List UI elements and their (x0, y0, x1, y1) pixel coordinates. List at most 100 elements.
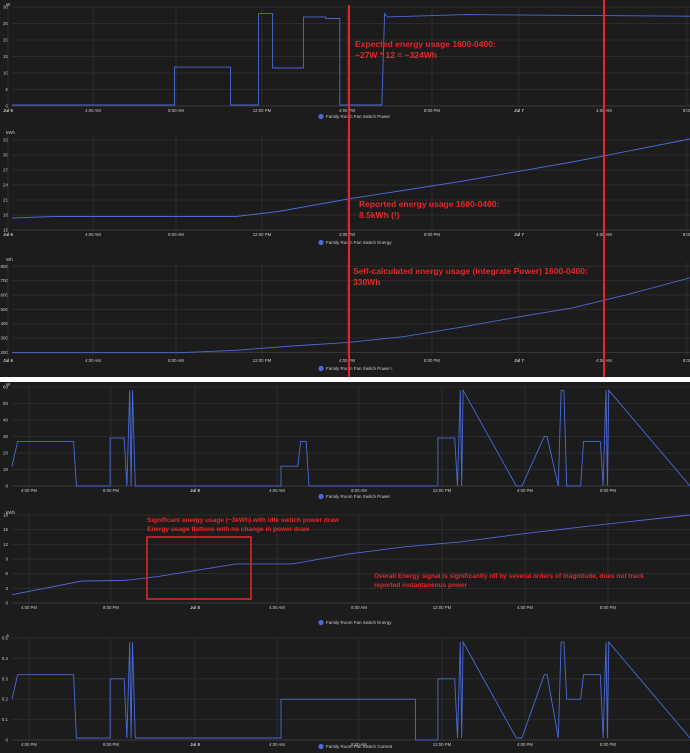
y-tick-label: 300 (0, 336, 8, 341)
y-tick-label: 10 (3, 467, 9, 472)
y-tick-label: 15 (3, 228, 9, 233)
y-tick-label: 15 (3, 527, 9, 532)
x-tick-label: 4:00 PM (339, 108, 355, 113)
y-tick-label: 9 (5, 557, 8, 562)
x-tick-label: Jul 7 (514, 108, 524, 113)
x-tick-label: 8:00 PM (600, 605, 616, 610)
x-tick-label: Jul 6 (3, 108, 13, 113)
series-line-3 (12, 277, 690, 354)
x-tick-label: 12:00 PM (253, 358, 272, 363)
y-tick-label: 24 (3, 183, 9, 188)
x-tick-label: Jul 7 (514, 358, 524, 363)
x-tick-label: 4:00 AM (269, 488, 285, 493)
y-tick-label: 40 (3, 418, 9, 423)
annotations-group: Expected energy usage 1600-0400: ~27W * … (146, 0, 644, 600)
legend[interactable]: Family Room Fan Switch Energy (318, 239, 392, 246)
annotation-significant-2: Energy usage flattens with no change in … (147, 526, 310, 533)
x-tick-label: 8:00 AM (168, 358, 184, 363)
x-tick-label: 8:00 PM (103, 605, 119, 610)
y-tick-label: 12 (3, 542, 9, 547)
x-tick-label: 8:00 (683, 358, 690, 363)
y-tick-label: 0.1 (2, 717, 9, 722)
x-tick-label: 4:00 PM (21, 488, 37, 493)
x-tick-label: 12:00 PM (433, 742, 452, 747)
x-tick-label: 8:00 PM (600, 742, 616, 747)
legend[interactable]: Family Room Fan Switch Energy (318, 619, 392, 626)
y-tick-label: 5 (5, 87, 8, 92)
y-tick-label: 0.4 (2, 656, 9, 661)
x-tick-label: 8:00 (683, 108, 690, 113)
x-tick-label: 8:00 PM (103, 742, 119, 747)
legend-swatch (318, 619, 324, 626)
y-tick-label: 3 (5, 586, 8, 591)
legend-label: Family Room Fan Switch Power (326, 114, 391, 119)
annotation-overall-2: reported instantaneous power (374, 582, 468, 589)
y-tick-label: 700 (0, 278, 8, 283)
y-tick-label: 200 (0, 350, 8, 355)
y-tick-label: 33 (3, 138, 9, 143)
chart-panel-5: kWh 0 3 6 9 12 15 18 4:00 PM 8:00 PM Jul 8 4:00 AM 8… (3, 510, 690, 626)
y-tick-label: 30 (3, 5, 9, 10)
x-tick-label: 8:00 AM (351, 742, 367, 747)
legend-swatch (318, 239, 324, 246)
y-unit-label: kWh (6, 130, 15, 135)
annotation-self-2: 330Wh (353, 277, 380, 287)
y-tick-label: 0 (5, 484, 8, 489)
x-tick-label: 4:00 PM (517, 488, 533, 493)
chart-panel-3: Wh 200 300 400 500 600 700 800 Jul 6 4:00 AM 8:00 … (0, 257, 690, 372)
y-unit-label: A (6, 633, 9, 638)
y-tick-label: 400 (0, 321, 8, 326)
chart-panel-6: A 0 0.1 0.2 0.3 0.4 0.5 4:00 PM 8:00 PM Jul 8 4:00… (2, 633, 690, 750)
y-tick-label: 0 (5, 738, 8, 743)
legend-label: Family Room Fan Switch Power (326, 494, 391, 499)
annotation-reported-1: Reported energy usage 1600-0400: (359, 199, 499, 209)
legend[interactable]: Family Room Fan Switch Power (318, 493, 391, 500)
series-line-2 (11, 138, 690, 219)
x-tick-label: 8:00 AM (351, 605, 367, 610)
annotation-significant-1: Significant energy usage (~3kWh) with id… (147, 517, 340, 524)
x-tick-label: 4:00 AM (269, 742, 285, 747)
legend-swatch (318, 743, 324, 750)
x-tick-label: 12:00 PM (433, 605, 452, 610)
x-tick-label: 4:00 PM (339, 232, 355, 237)
x-tick-label: Jul 7 (514, 232, 524, 237)
legend[interactable]: Family Room Fan Switch Power (318, 113, 391, 120)
y-tick-label: 600 (0, 293, 8, 298)
x-tick-label: 4:00 PM (21, 742, 37, 747)
x-tick-label: 8:00 PM (424, 358, 440, 363)
legend[interactable]: Family Room Fan Switch Current (318, 743, 393, 750)
y-tick-label: 20 (3, 38, 9, 43)
legend-label: Family Room Fan Switch Power I (326, 366, 393, 371)
x-tick-label: 4:00 PM (517, 742, 533, 747)
x-tick-label: 8:00 PM (424, 108, 440, 113)
x-tick-label: 4:00 AM (85, 108, 101, 113)
screenshot-separator (0, 377, 690, 382)
y-tick-label: 21 (3, 198, 9, 203)
y-tick-label: 0.5 (2, 636, 9, 641)
x-tick-label: Jul 6 (3, 232, 13, 237)
series-line-6 (11, 640, 690, 741)
x-tick-label: 8:00 PM (103, 488, 119, 493)
legend-label: Family Room Fan Switch Current (326, 744, 393, 749)
y-tick-label: 500 (0, 307, 8, 312)
chart-panel-4: W 0 10 20 30 40 50 60 4:00 PM 8:00 PM Jul 8 4:00 AM… (3, 382, 690, 500)
y-unit-label: Wh (6, 257, 13, 262)
annotation-expected-1: Expected energy usage 1600-0400: (355, 39, 496, 49)
y-unit-label: W (6, 2, 11, 7)
y-tick-label: 30 (3, 153, 9, 158)
y-tick-label: 800 (0, 264, 8, 269)
y-tick-label: 20 (3, 451, 9, 456)
y-tick-label: 0.2 (2, 697, 9, 702)
x-tick-label: 4:00 AM (85, 232, 101, 237)
x-tick-label: 8:00 AM (168, 108, 184, 113)
legend-swatch (318, 493, 324, 500)
y-tick-label: 30 (3, 434, 9, 439)
y-tick-label: 18 (3, 213, 9, 218)
y-tick-label: 0 (5, 601, 8, 606)
y-tick-label: 0.3 (2, 676, 9, 681)
legend[interactable]: Family Room Fan Switch Power I (318, 365, 393, 372)
x-tick-label: Jul 8 (190, 742, 200, 747)
legend-label: Family Room Fan Switch Energy (326, 620, 392, 625)
